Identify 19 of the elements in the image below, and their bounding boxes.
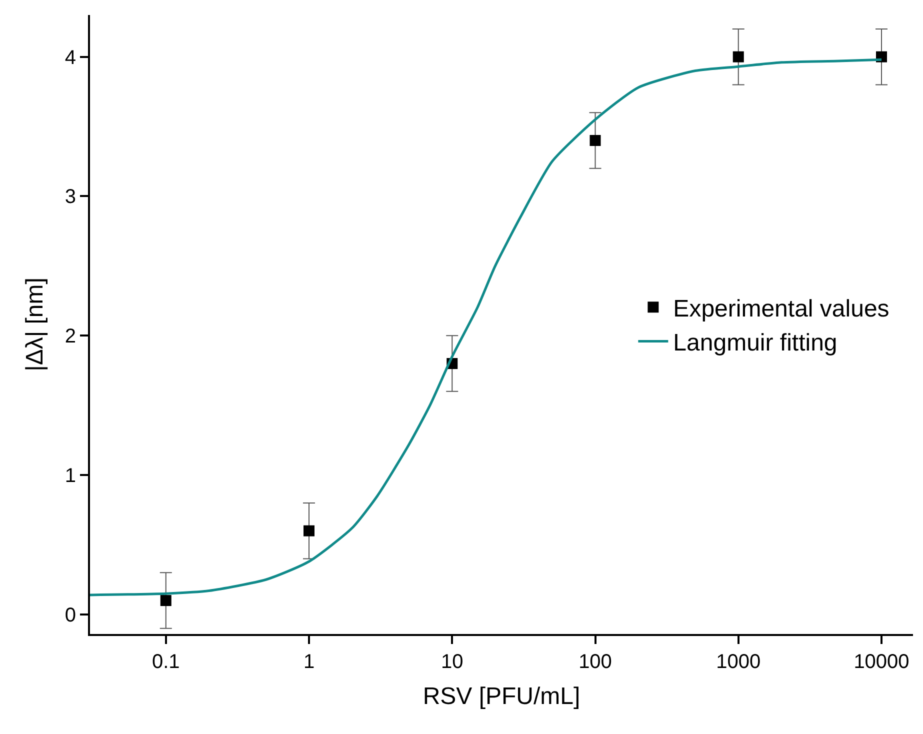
y-tick-label: 0 — [64, 604, 76, 626]
x-tick-label: 1000 — [716, 651, 761, 673]
point — [160, 595, 172, 606]
x-tick-label: 1 — [303, 651, 315, 673]
x-tick-label: 100 — [578, 651, 612, 673]
legend-label: Langmuir fitting — [673, 330, 838, 357]
y-axis-title: |Δλ| [nm] — [21, 278, 48, 372]
x-tick-label: 10 — [441, 651, 464, 673]
y-tick-label: 1 — [64, 465, 76, 488]
point — [590, 134, 601, 146]
y-tick-label: 2 — [64, 326, 76, 348]
x-axis-title: RSV [PFU/mL] — [422, 682, 580, 710]
point — [304, 525, 314, 536]
x-tick-label: 0.1 — [152, 651, 180, 673]
legend-label: Experimental values — [673, 295, 890, 322]
y-tick-label: 4 — [64, 46, 76, 69]
x-tick-label: 10000 — [854, 651, 910, 673]
y-tick-label: 3 — [64, 186, 76, 208]
point — [732, 51, 744, 62]
